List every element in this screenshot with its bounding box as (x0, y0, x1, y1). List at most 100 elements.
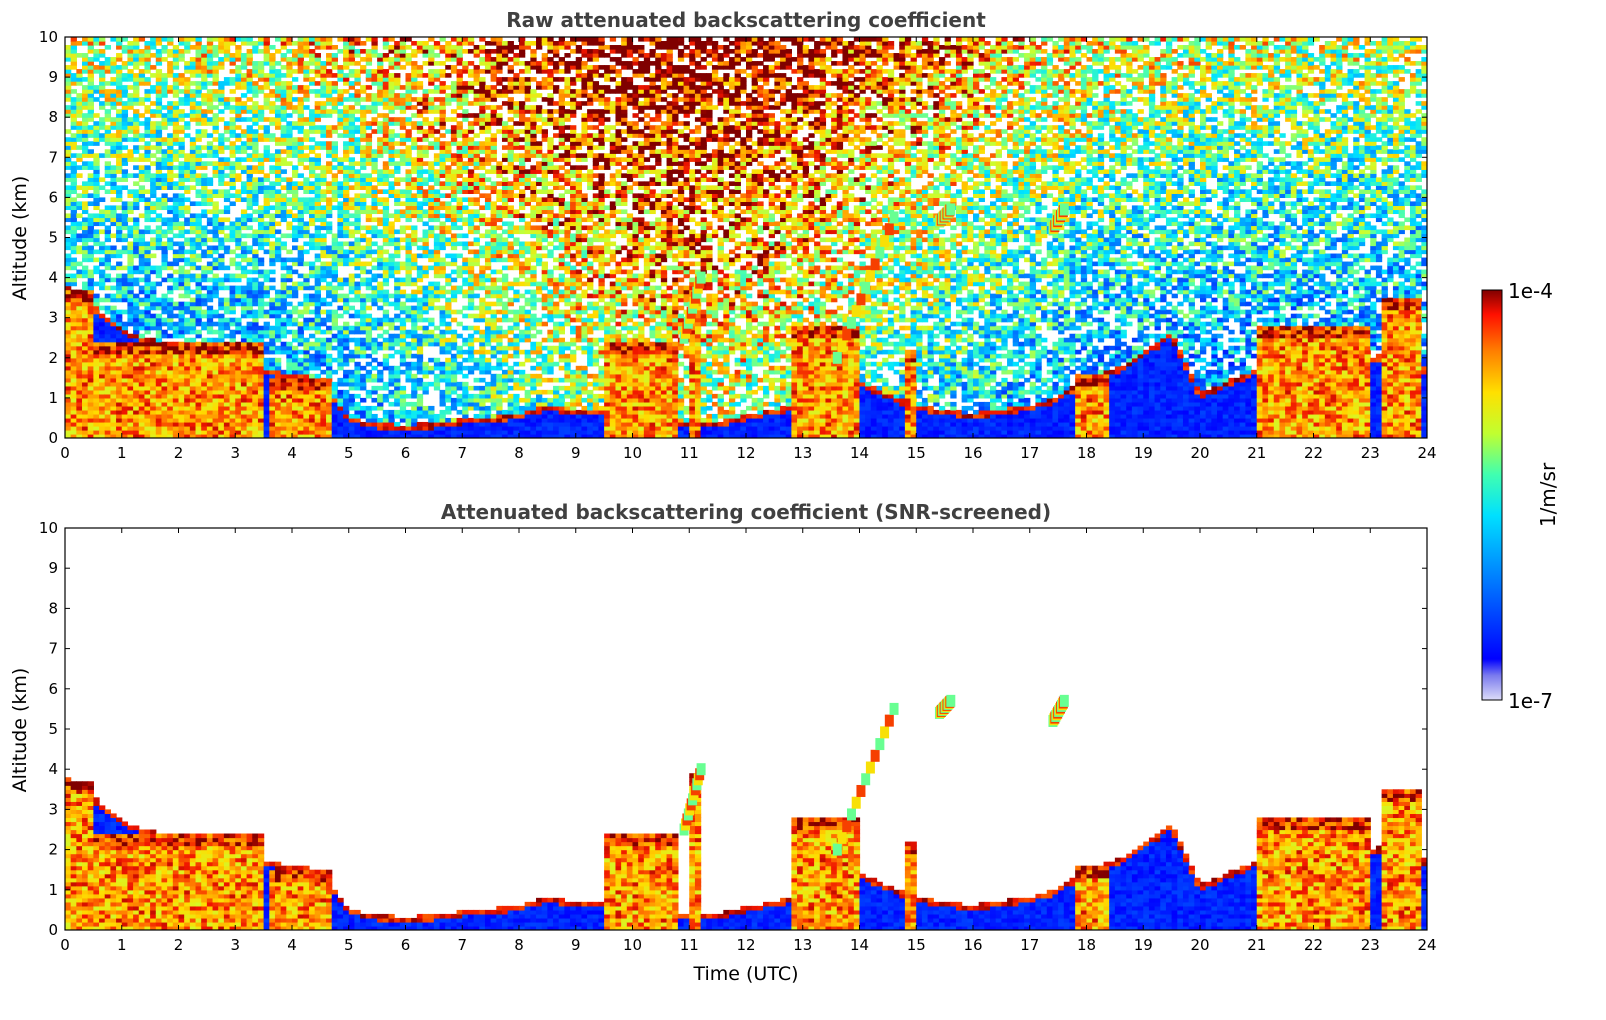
heatmap-cell (371, 205, 378, 211)
heatmap-cell (257, 413, 265, 419)
heatmap-cell (309, 77, 316, 82)
heatmap-cell (331, 149, 338, 154)
heatmap-cell (212, 225, 219, 231)
heatmap-cell (155, 177, 163, 182)
heatmap-cell (127, 41, 134, 46)
heatmap-cell (246, 165, 253, 170)
heatmap-cell (110, 285, 117, 291)
heatmap-cell (212, 53, 219, 58)
heatmap-cell (320, 133, 327, 138)
heatmap-cell (133, 409, 140, 415)
heatmap-cell (104, 233, 111, 239)
heatmap-cell (184, 389, 191, 395)
heatmap-cell (195, 189, 202, 194)
heatmap-cell (178, 385, 185, 391)
heatmap-cell (161, 81, 168, 86)
heatmap-cell (394, 245, 401, 251)
heatmap-cell (269, 213, 276, 219)
heatmap-cell (65, 241, 72, 247)
heatmap-cell (309, 433, 316, 438)
heatmap-cell (382, 101, 390, 106)
heatmap-cell (286, 113, 293, 118)
heatmap-cell (246, 361, 253, 367)
heatmap-cell (394, 217, 401, 223)
heatmap-cell (286, 189, 293, 194)
heatmap-cell (348, 405, 356, 411)
heatmap-cell (116, 177, 123, 182)
heatmap-cell (138, 257, 146, 263)
heatmap-cell (104, 213, 111, 219)
heatmap-cell (331, 333, 338, 339)
heatmap-cell (150, 425, 157, 431)
heatmap-cell (82, 77, 89, 82)
heatmap-cell (201, 253, 208, 259)
heatmap-cell (133, 181, 140, 186)
heatmap-cell (99, 81, 106, 86)
heatmap-cell (411, 233, 418, 239)
heatmap-cell (70, 49, 77, 54)
heatmap-cell (314, 301, 321, 307)
heatmap-cell (297, 325, 304, 331)
heatmap-cell (127, 241, 134, 247)
heatmap-cell (195, 105, 202, 110)
heatmap-cell (127, 397, 134, 403)
heatmap-cell (274, 61, 282, 66)
heatmap-cell (87, 225, 94, 231)
heatmap-cell (303, 69, 310, 74)
heatmap-cell (178, 269, 185, 275)
heatmap-cell (201, 369, 208, 375)
heatmap-cell (348, 329, 356, 335)
heatmap-cell (257, 77, 265, 82)
heatmap-cell (212, 221, 219, 227)
heatmap-cell (394, 65, 401, 70)
heatmap-cell (155, 69, 163, 74)
heatmap-cell (257, 61, 265, 66)
heatmap-cell (343, 357, 350, 363)
heatmap-cell (178, 149, 185, 154)
heatmap-cell (388, 169, 395, 174)
heatmap-cell (303, 61, 310, 66)
heatmap-cell (127, 97, 134, 102)
heatmap-cell (394, 165, 401, 170)
heatmap-cell (212, 409, 219, 415)
heatmap-cell (161, 397, 168, 403)
heatmap-cell (138, 377, 146, 383)
heatmap-cell (172, 269, 180, 275)
heatmap-cell (155, 81, 163, 86)
heatmap-cell (155, 113, 163, 118)
heatmap-cell (314, 409, 321, 415)
heatmap-cell (297, 333, 304, 339)
heatmap-cell (76, 157, 83, 162)
heatmap-cell (320, 393, 327, 399)
heatmap-cell (371, 301, 378, 307)
heatmap-cell (195, 361, 202, 367)
heatmap-cell (240, 393, 248, 399)
heatmap-cell (360, 345, 367, 351)
heatmap-cell (274, 73, 282, 78)
heatmap-cell (314, 45, 321, 50)
heatmap-cell (411, 389, 418, 395)
heatmap-cell (388, 49, 395, 54)
heatmap-cell (388, 237, 395, 243)
heatmap-cell (269, 285, 276, 291)
heatmap-cell (178, 161, 185, 166)
heatmap-cell (184, 357, 191, 363)
heatmap-cell (416, 409, 424, 415)
heatmap-cell (246, 217, 253, 223)
heatmap-cell (314, 57, 321, 62)
heatmap-cell (394, 193, 401, 198)
heatmap-cell (218, 361, 225, 367)
heatmap-cell (303, 221, 310, 227)
heatmap-cell (116, 205, 123, 211)
heatmap-cell (263, 289, 270, 295)
heatmap-cell (189, 177, 197, 182)
heatmap-cell (93, 53, 100, 58)
heatmap-cell (110, 353, 117, 359)
heatmap-cell (269, 157, 276, 162)
heatmap-cell (161, 433, 168, 438)
heatmap-cell (110, 433, 117, 438)
heatmap-cell (150, 385, 157, 391)
heatmap-cell (104, 297, 111, 303)
heatmap-cell (87, 289, 94, 295)
heatmap-cell (314, 117, 321, 122)
